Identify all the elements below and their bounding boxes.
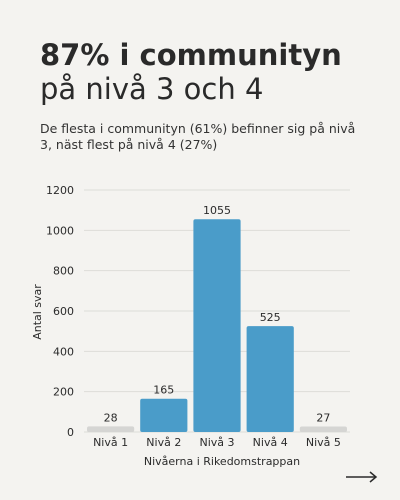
bar-value-label: 27 [316,412,330,425]
x-tick-label: Nivå 2 [146,436,181,449]
x-tick-label: Nivå 4 [253,436,288,449]
bar [87,426,135,432]
y-tick-label: 1000 [46,224,74,237]
bar [140,398,188,432]
x-tick-label: Nivå 3 [199,436,234,449]
bar [299,426,347,432]
title-rest: på nivå 3 och 4 [40,72,264,106]
x-axis-label: Nivåerna i Rikedomstrappan [144,455,300,468]
bar-value-label: 165 [153,384,174,397]
y-axis-label: Antal svar [31,284,44,340]
y-tick-label: 600 [53,305,74,318]
y-tick-label: 1200 [46,184,74,197]
title-highlight: 87% i communityn [40,38,342,72]
x-tick-label: Nivå 5 [306,436,341,449]
y-tick-label: 400 [53,345,74,358]
page-title: 87% i communityn på nivå 3 och 4 [40,38,370,106]
y-tick-label: 0 [67,426,74,439]
bar-value-label: 1055 [203,204,231,217]
bar-value-label: 525 [260,311,281,324]
arrow-right-icon[interactable] [345,470,379,484]
x-tick-label: Nivå 1 [93,436,128,449]
bar [193,219,241,432]
bar [246,326,294,432]
bar-value-label: 28 [104,411,118,424]
page-subtitle: De flesta i communityn (61%) befinner si… [40,121,356,152]
y-tick-label: 200 [53,386,74,399]
y-tick-label: 800 [53,265,74,278]
